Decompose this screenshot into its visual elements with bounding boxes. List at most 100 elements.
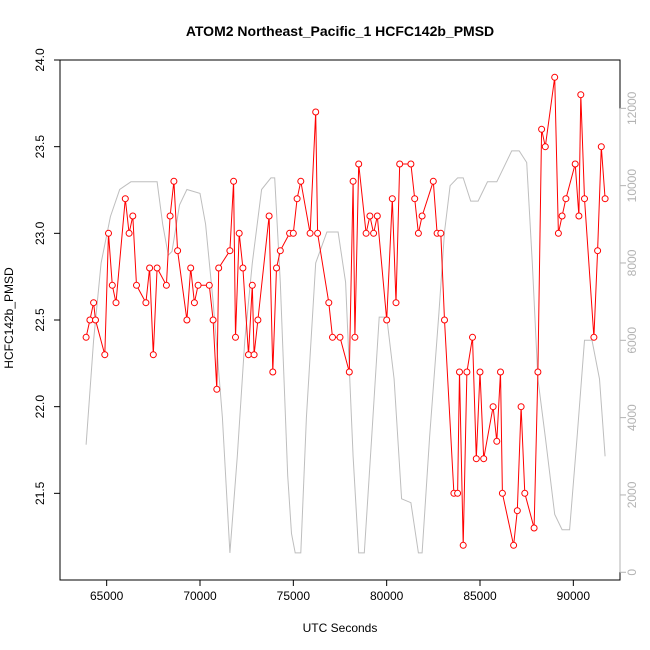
series-0-point-51: [345, 368, 353, 376]
series-0-point-43: [293, 195, 301, 203]
series-0-point-75: [463, 368, 471, 376]
series-0-point-24: [205, 281, 213, 289]
series-0-point-100: [590, 333, 598, 341]
y-tick-label-right-5: 10000: [625, 169, 639, 203]
y-axis-left: 21.5 22.0 22.5 23.0 23.5 24.0: [33, 48, 61, 505]
series-0-point-94: [558, 212, 566, 220]
series-0-point-3: [92, 316, 99, 324]
series-0-point-22: [190, 299, 198, 307]
series-0-point-39: [273, 264, 280, 272]
series-0-point-30: [232, 333, 239, 341]
series-0-point-59: [383, 316, 391, 324]
series-0-point-35: [250, 351, 258, 359]
series-0-point-83: [498, 489, 506, 497]
series-0-point-27: [215, 264, 223, 272]
x-tick-label-0: 65000: [90, 589, 124, 603]
y-tick-label-left-2: 22.5: [33, 308, 47, 332]
series-0-point-12: [142, 299, 150, 307]
series-layer: [82, 73, 609, 554]
series-0-point-5: [105, 229, 112, 237]
x-axis-label: UTC Seconds: [303, 621, 378, 635]
y-tick-label-left-0: 21.5: [33, 481, 47, 505]
series-0-point-25: [209, 316, 217, 324]
series-0-point-69: [437, 229, 445, 237]
series-0-point-57: [370, 229, 378, 237]
series-0-point-17: [166, 212, 174, 220]
series-0-point-82: [497, 368, 504, 376]
series-0-point-45: [306, 229, 314, 237]
series-0-point-96: [571, 160, 579, 168]
series-1-line: [85, 150, 606, 554]
series-0-point-61: [392, 299, 400, 307]
y-axis-right: 0 2000 4000 6000 8000 10000 12000: [619, 91, 639, 576]
series-0-point-32: [239, 264, 247, 272]
series-0-point-54: [355, 160, 363, 168]
series-0-point-93: [554, 229, 562, 237]
y-tick-label-right-0: 0: [625, 569, 639, 576]
series-0-point-34: [248, 281, 256, 289]
series-0-point-95: [562, 195, 570, 203]
y-tick-label-right-1: 2000: [625, 481, 639, 508]
series-0-point-38: [269, 368, 277, 376]
series-0-point-37: [265, 212, 273, 220]
x-tick-label-5: 90000: [557, 589, 591, 603]
series-0-point-55: [362, 229, 370, 237]
series-0-point-18: [170, 177, 178, 185]
series-0-point-20: [183, 316, 191, 324]
series-0-point-79: [480, 455, 488, 463]
series-0-point-40: [276, 247, 284, 255]
series-0-point-16: [162, 281, 170, 289]
series-0-point-28: [226, 247, 234, 255]
series-0-point-86: [517, 403, 525, 411]
series-0-point-11: [133, 281, 140, 289]
series-0-point-70: [441, 316, 448, 324]
series-0-point-67: [429, 177, 437, 185]
series-0-point-49: [329, 333, 336, 341]
y-tick-label-left-3: 23.0: [33, 221, 47, 245]
series-0-line: [85, 77, 606, 546]
series-0-point-65: [414, 229, 422, 237]
series-0-point-89: [534, 368, 542, 376]
y-tick-label-right-2: 4000: [625, 404, 639, 431]
series-0-point-7: [112, 299, 120, 307]
series-0-point-80: [489, 403, 497, 411]
series-0-point-78: [476, 368, 484, 376]
series-0-point-26: [213, 385, 221, 393]
series-0-point-85: [513, 507, 521, 515]
x-axis: 65000 70000 75000 80000 85000 90000: [90, 579, 591, 603]
y-tick-label-left-5: 24.0: [33, 48, 47, 72]
series-0-point-14: [149, 351, 157, 359]
y-tick-label-right-4: 8000: [625, 249, 639, 276]
series-0-point-99: [581, 195, 588, 203]
series-0-point-36: [254, 316, 262, 324]
series-0-point-88: [530, 524, 538, 532]
chart-title: ATOM2 Northeast_Pacific_1 HCFC142b_PMSD: [186, 23, 494, 39]
y-tick-label-right-3: 6000: [625, 327, 639, 354]
series-0-point-90: [538, 125, 546, 133]
series-0-point-64: [411, 195, 419, 203]
series-0-point-98: [577, 91, 585, 99]
series-0-point-19: [174, 247, 182, 255]
series-0-point-53: [351, 333, 359, 341]
series-0-point-63: [407, 160, 415, 168]
series-0-point-31: [235, 229, 243, 237]
series-0-point-10: [129, 212, 137, 220]
series-0-point-48: [325, 299, 333, 307]
series-0-point-72: [454, 489, 462, 497]
x-tick-label-2: 75000: [277, 589, 311, 603]
series-0-point-87: [521, 489, 529, 497]
series-0-point-101: [594, 247, 602, 255]
x-tick-label-3: 80000: [370, 589, 404, 603]
series-0-point-92: [551, 73, 559, 81]
series-0-point-44: [297, 177, 305, 185]
series-0-point-4: [101, 351, 109, 359]
x-tick-label-1: 70000: [183, 589, 217, 603]
y-axis-label: HCFC142b_PMSD: [2, 267, 16, 369]
series-0-point-23: [194, 281, 202, 289]
y-tick-label-left-1: 22.0: [33, 395, 47, 419]
series-0-point-47: [314, 229, 322, 237]
series-0-point-102: [597, 143, 605, 151]
series-0-point-13: [146, 264, 154, 272]
series-0-point-66: [418, 212, 426, 220]
